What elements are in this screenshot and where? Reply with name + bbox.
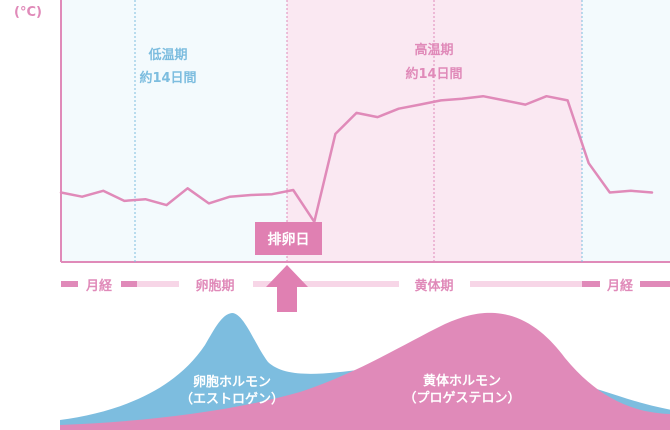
temperature-point xyxy=(271,193,273,195)
temperature-point xyxy=(208,202,210,204)
temperature-point xyxy=(187,187,189,189)
temperature-point xyxy=(588,162,590,164)
unit-label: (°C) xyxy=(14,5,42,20)
temperature-point xyxy=(81,196,83,198)
band-menstruation-next xyxy=(582,281,600,287)
band-luteal-right xyxy=(470,281,582,287)
temperature-point xyxy=(334,133,336,135)
low-phase-bg xyxy=(61,0,287,262)
temperature-point xyxy=(398,108,400,110)
band-luteal-left xyxy=(287,281,399,287)
temperature-point xyxy=(292,189,294,191)
band-luteal-label: 黄体期 xyxy=(414,278,453,294)
temperature-point xyxy=(503,99,505,101)
band-menstruation-next-label: 月経 xyxy=(606,278,634,294)
temperature-point xyxy=(419,104,421,106)
ovulation-label: 排卵日 xyxy=(268,231,310,248)
temperature-point xyxy=(440,99,442,101)
band-menstruation-label: 月経 xyxy=(85,278,113,294)
high-phase-bg xyxy=(287,0,582,262)
temperature-point xyxy=(567,99,569,101)
high-phase-duration: 約14日間 xyxy=(405,66,462,82)
estrogen-label: 卵胞ホルモン xyxy=(193,374,271,390)
low-phase-label: 低温期 xyxy=(147,47,187,63)
temperature-point xyxy=(144,198,146,200)
progesterone-label: 黄体ホルモン xyxy=(423,373,501,389)
progesterone-sub-label: （プロゲステロン） xyxy=(403,390,520,406)
temperature-point xyxy=(630,190,632,192)
ovulation-arrow xyxy=(266,265,308,312)
temperature-point xyxy=(166,204,168,206)
band-menstruation-right xyxy=(121,281,137,287)
band-follicular-label: 卵胞期 xyxy=(195,278,234,294)
progesterone-curve xyxy=(60,312,670,430)
temperature-point xyxy=(524,104,526,106)
temperature-point xyxy=(651,192,653,193)
temperature-point xyxy=(545,95,547,97)
band-follicular-left xyxy=(137,281,179,287)
temperature-point xyxy=(377,116,379,118)
high-phase-label: 高温期 xyxy=(414,42,453,58)
temperature-point xyxy=(250,194,252,196)
temperature-point xyxy=(609,192,611,193)
band-menstruation-left xyxy=(61,281,78,287)
low-phase-duration: 約14日間 xyxy=(139,70,196,86)
estrogen-sub-label: （エストロゲン） xyxy=(180,391,284,407)
temperature-point xyxy=(123,200,125,202)
temperature-point xyxy=(461,98,463,100)
temperature-point xyxy=(60,192,62,193)
temperature-point xyxy=(356,112,357,114)
ovulation-badge xyxy=(255,222,322,255)
next-low-phase-bg xyxy=(582,0,670,262)
temperature-point xyxy=(229,196,231,198)
band-menstruation-next-right xyxy=(640,281,670,287)
temperature-point xyxy=(482,95,484,97)
temperature-point xyxy=(102,190,104,192)
